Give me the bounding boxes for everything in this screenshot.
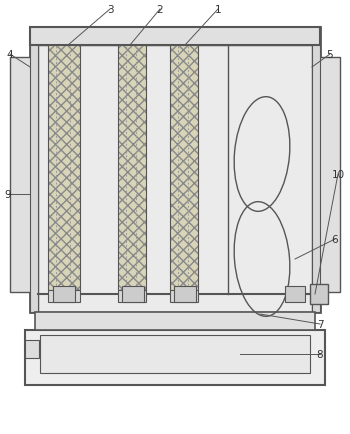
Bar <box>310 284 328 304</box>
Text: 2: 2 <box>157 5 163 15</box>
Bar <box>170 46 198 290</box>
Bar <box>25 340 39 358</box>
Bar <box>118 46 146 290</box>
Bar <box>285 286 305 302</box>
Bar <box>53 286 75 302</box>
Bar <box>118 46 146 290</box>
Bar <box>48 46 80 290</box>
Text: 3: 3 <box>107 5 113 15</box>
Bar <box>48 290 80 302</box>
Bar <box>48 46 80 290</box>
Text: 1: 1 <box>215 5 221 15</box>
Bar <box>38 46 312 312</box>
Bar <box>122 286 144 302</box>
Bar <box>35 312 315 330</box>
Bar <box>10 58 32 293</box>
Bar <box>312 46 320 312</box>
Bar <box>118 290 146 302</box>
Text: 5: 5 <box>327 50 333 60</box>
Bar <box>170 290 198 302</box>
Text: 6: 6 <box>332 234 338 244</box>
Bar <box>30 28 320 312</box>
Bar <box>318 58 340 293</box>
Bar <box>174 286 196 302</box>
Text: 9: 9 <box>5 190 11 200</box>
Bar <box>25 330 325 385</box>
Text: 7: 7 <box>317 319 323 329</box>
Text: 10: 10 <box>331 170 344 180</box>
Text: 4: 4 <box>7 50 13 60</box>
Bar <box>40 335 310 373</box>
Text: 8: 8 <box>317 349 323 359</box>
Bar <box>30 46 38 312</box>
Bar <box>30 28 320 46</box>
Bar <box>170 46 198 290</box>
